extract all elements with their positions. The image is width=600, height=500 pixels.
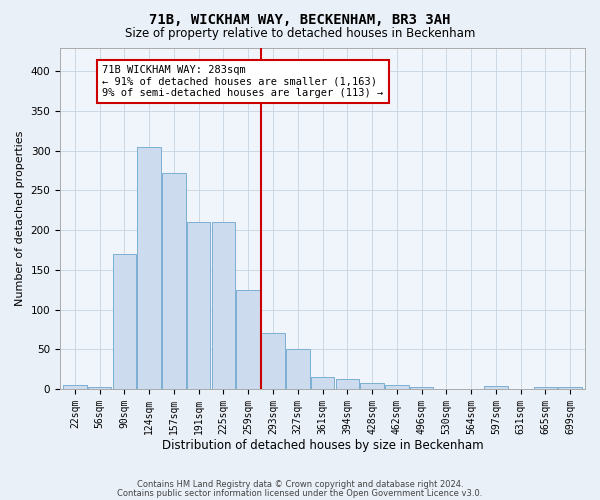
Bar: [212, 222, 235, 389]
Bar: [484, 386, 508, 389]
Bar: [137, 147, 161, 389]
Bar: [559, 388, 582, 389]
Bar: [162, 173, 185, 389]
X-axis label: Distribution of detached houses by size in Beckenham: Distribution of detached houses by size …: [162, 440, 484, 452]
Bar: [88, 386, 112, 389]
Text: 71B, WICKHAM WAY, BECKENHAM, BR3 3AH: 71B, WICKHAM WAY, BECKENHAM, BR3 3AH: [149, 12, 451, 26]
Bar: [261, 334, 285, 389]
Bar: [113, 254, 136, 389]
Bar: [385, 385, 409, 389]
Y-axis label: Number of detached properties: Number of detached properties: [15, 130, 25, 306]
Bar: [533, 386, 557, 389]
Bar: [63, 385, 86, 389]
Bar: [335, 378, 359, 389]
Text: Contains HM Land Registry data © Crown copyright and database right 2024.: Contains HM Land Registry data © Crown c…: [137, 480, 463, 489]
Text: Contains public sector information licensed under the Open Government Licence v3: Contains public sector information licen…: [118, 488, 482, 498]
Text: 71B WICKHAM WAY: 283sqm
← 91% of detached houses are smaller (1,163)
9% of semi-: 71B WICKHAM WAY: 283sqm ← 91% of detache…: [102, 65, 383, 98]
Bar: [187, 222, 211, 389]
Text: Size of property relative to detached houses in Beckenham: Size of property relative to detached ho…: [125, 28, 475, 40]
Bar: [236, 290, 260, 389]
Bar: [360, 382, 384, 389]
Bar: [286, 350, 310, 389]
Bar: [311, 377, 334, 389]
Bar: [410, 386, 433, 389]
